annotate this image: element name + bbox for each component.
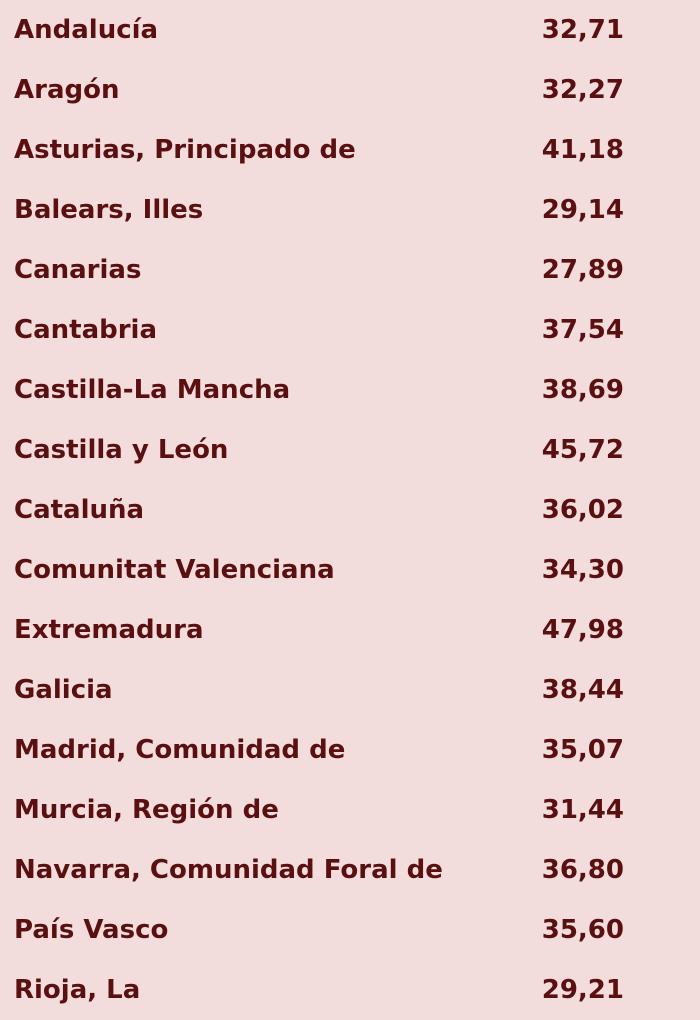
region-value: 32,27 <box>541 75 624 105</box>
region-name: Cantabria <box>14 315 157 345</box>
region-value: 31,44 <box>541 795 624 825</box>
table-row: Balears, Illes 29,14 <box>0 180 700 240</box>
region-name: País Vasco <box>14 915 169 945</box>
region-name: Canarias <box>14 255 142 285</box>
table-row: Extremadura 47,98 <box>0 600 700 660</box>
region-name: Madrid, Comunidad de <box>14 735 346 765</box>
region-name: Aragón <box>14 75 120 105</box>
region-value: 29,14 <box>541 195 624 225</box>
region-name: Comunitat Valenciana <box>14 555 335 585</box>
table-row: País Vasco 35,60 <box>0 900 700 960</box>
table-row: Canarias 27,89 <box>0 240 700 300</box>
table-row: Murcia, Región de 31,44 <box>0 780 700 840</box>
table-row: Cantabria 37,54 <box>0 300 700 360</box>
region-name: Cataluña <box>14 495 145 525</box>
region-name: Castilla y León <box>14 435 229 465</box>
table-row: Aragón 32,27 <box>0 60 700 120</box>
table-row: Madrid, Comunidad de 35,07 <box>0 720 700 780</box>
region-value: 35,07 <box>541 735 624 765</box>
table-row: Galicia 38,44 <box>0 660 700 720</box>
region-name: Asturias, Principado de <box>14 135 356 165</box>
region-value: 37,54 <box>541 315 624 345</box>
region-value: 35,60 <box>541 915 624 945</box>
table-row: Rioja, La 29,21 <box>0 960 700 1020</box>
region-name: Andalucía <box>14 15 159 45</box>
region-value: 27,89 <box>541 255 624 285</box>
table-row: Andalucía 32,71 <box>0 0 700 60</box>
region-value: 38,69 <box>541 375 624 405</box>
table-row: Castilla-La Mancha 38,69 <box>0 360 700 420</box>
region-name: Castilla-La Mancha <box>14 375 291 405</box>
region-name: Galicia <box>14 675 113 705</box>
region-value: 29,21 <box>541 975 624 1005</box>
table-row: Asturias, Principado de 41,18 <box>0 120 700 180</box>
region-value: 41,18 <box>541 135 624 165</box>
region-value: 32,71 <box>541 15 624 45</box>
region-value: 45,72 <box>541 435 624 465</box>
region-name: Murcia, Región de <box>14 795 279 825</box>
table-row: Navarra, Comunidad Foral de 36,80 <box>0 840 700 900</box>
region-value: 47,98 <box>541 615 624 645</box>
region-name: Balears, Illes <box>14 195 204 225</box>
table-row: Comunitat Valenciana 34,30 <box>0 540 700 600</box>
region-value: 36,02 <box>541 495 624 525</box>
region-value: 34,30 <box>541 555 624 585</box>
table-row: Cataluña 36,02 <box>0 480 700 540</box>
region-name: Extremadura <box>14 615 204 645</box>
region-value: 36,80 <box>541 855 624 885</box>
region-name: Navarra, Comunidad Foral de <box>14 855 443 885</box>
region-value: 38,44 <box>541 675 624 705</box>
region-name: Rioja, La <box>14 975 141 1005</box>
table-row: Castilla y León 45,72 <box>0 420 700 480</box>
